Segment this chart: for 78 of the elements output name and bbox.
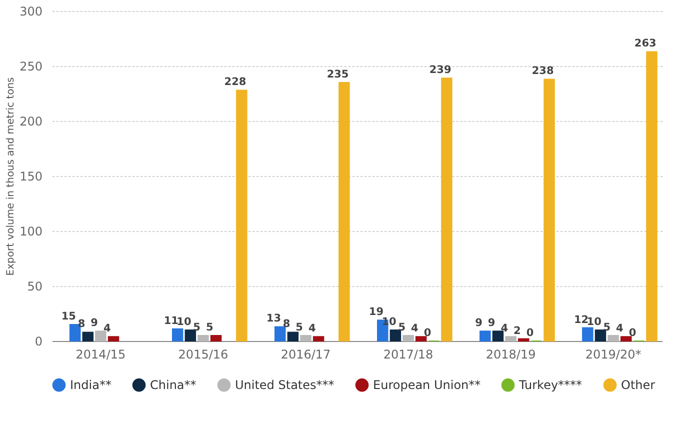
- data-label: 12: [574, 314, 589, 326]
- bar: [415, 336, 427, 342]
- y-tick-label: 200: [20, 114, 42, 128]
- x-tick-label: 2015/16: [178, 348, 228, 362]
- y-tick-label: 250: [20, 60, 42, 74]
- data-label: 4: [103, 322, 111, 335]
- bar: [480, 330, 491, 342]
- bar: [236, 90, 248, 342]
- data-label: 19: [368, 306, 384, 318]
- bar: [518, 338, 530, 342]
- bar: [312, 336, 324, 342]
- x-tick-label: 2016/17: [280, 348, 331, 362]
- data-label: 5: [603, 322, 611, 334]
- y-axis-title: Export volume in thous and metric tons: [6, 77, 17, 276]
- data-label: 239: [429, 64, 452, 76]
- data-label: 0: [424, 327, 432, 339]
- data-label: 9: [90, 317, 98, 330]
- data-label: 5: [398, 322, 406, 334]
- x-tick-label: 2019/20*: [585, 348, 642, 362]
- y-tick-label: 50: [27, 280, 42, 294]
- bar: [492, 330, 504, 342]
- data-label: 9: [488, 317, 496, 330]
- bar: [82, 332, 94, 342]
- data-label: 11: [164, 314, 178, 327]
- legend-label: China**: [150, 378, 196, 392]
- data-label: 238: [532, 65, 554, 78]
- bar: [108, 336, 120, 342]
- bar: [300, 335, 312, 342]
- x-tick-label: 2017/18: [383, 348, 434, 362]
- data-label: 263: [634, 38, 656, 50]
- bar: [441, 78, 452, 342]
- y-tick-label: 100: [20, 224, 42, 238]
- bar: [402, 335, 414, 342]
- data-label: 5: [206, 322, 214, 334]
- bar: [210, 335, 222, 342]
- bar: [172, 328, 184, 342]
- x-tick-label: 2018/19: [486, 348, 536, 362]
- bar: [646, 51, 658, 342]
- y-tick-label: 300: [20, 4, 42, 18]
- bar: [287, 332, 299, 342]
- bar: [582, 327, 594, 342]
- data-label: 2: [514, 324, 521, 337]
- data-label: 5: [296, 322, 303, 334]
- data-label: 4: [500, 322, 508, 335]
- legend-label: India**: [70, 378, 112, 392]
- legend-label: Turkey****: [518, 378, 582, 392]
- bar: [274, 326, 286, 342]
- data-label: 10: [586, 316, 602, 328]
- data-label: 13: [266, 312, 282, 325]
- legend-label: Other: [621, 378, 656, 392]
- data-label: 0: [628, 327, 636, 339]
- bar: [184, 330, 196, 342]
- bar: [620, 336, 632, 342]
- data-label: 4: [616, 322, 624, 335]
- bar: [390, 330, 402, 342]
- legend-label: United States***: [235, 378, 334, 392]
- x-tick-label: 2014/15: [76, 348, 126, 362]
- data-label: 228: [224, 76, 246, 88]
- bar: [544, 78, 555, 342]
- data-label: 4: [411, 322, 418, 335]
- data-label: 8: [78, 318, 86, 330]
- data-label: 0: [526, 327, 534, 339]
- data-label: 5: [193, 322, 200, 334]
- bar: [95, 330, 106, 342]
- y-tick-label: 0: [34, 334, 42, 348]
- bar: [608, 335, 619, 342]
- y-tick-label: 150: [20, 170, 42, 184]
- data-label: 10: [176, 316, 192, 328]
- data-label: 4: [308, 322, 316, 335]
- bar: [338, 82, 350, 342]
- data-label: 235: [326, 68, 349, 80]
- data-label: 8: [282, 318, 290, 330]
- data-label: 15: [61, 310, 76, 322]
- data-label: 9: [475, 317, 482, 330]
- bar: [594, 330, 606, 342]
- legend-label: European Union**: [373, 378, 481, 392]
- bar: [198, 335, 209, 342]
- bar: [505, 336, 516, 342]
